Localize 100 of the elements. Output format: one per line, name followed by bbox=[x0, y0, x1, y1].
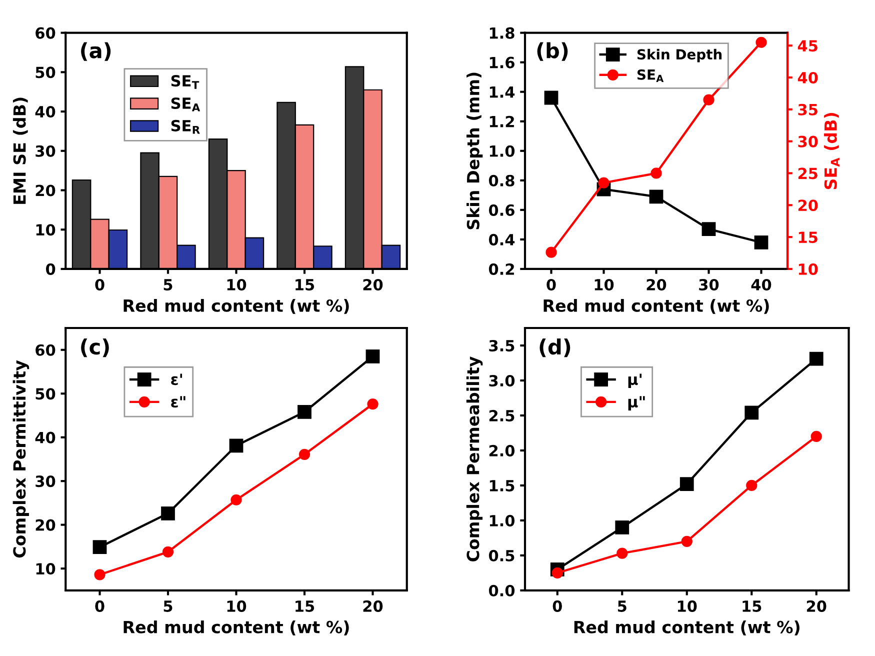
y-tick-label: 0.8 bbox=[488, 174, 514, 186]
y2-tick-label: 10 bbox=[798, 263, 818, 275]
y-tick-label: 3.5 bbox=[489, 340, 514, 352]
y-tick-label: 10 bbox=[36, 563, 56, 575]
y-tick-label: 30 bbox=[36, 476, 56, 488]
annotation: (a) bbox=[81, 42, 111, 61]
x-tick-label: 5 bbox=[618, 600, 626, 612]
legend-label: SE$_{R}$ bbox=[171, 120, 200, 134]
y2-tick-label: 35 bbox=[798, 104, 818, 116]
x-tick-label: 20 bbox=[363, 600, 383, 612]
y-tick-label: 2.0 bbox=[489, 444, 515, 456]
point bbox=[615, 520, 630, 534]
annotation: (c) bbox=[81, 338, 109, 358]
point bbox=[367, 398, 378, 410]
y-tick-label: 1.5 bbox=[490, 480, 514, 492]
y-tick-label: 40 bbox=[35, 106, 56, 118]
x-tick-label: 5 bbox=[164, 279, 172, 291]
y-tick-label: 2.5 bbox=[489, 410, 514, 422]
point bbox=[298, 405, 312, 419]
y-tick-label: 10 bbox=[36, 224, 56, 236]
x-tick-label: 0 bbox=[552, 600, 562, 612]
y-tick-label: 60 bbox=[36, 27, 56, 39]
point bbox=[162, 546, 174, 558]
y-tick-label: 30 bbox=[36, 145, 56, 157]
point bbox=[92, 540, 107, 554]
x-axis-title: Red mud content (wt %) bbox=[124, 299, 349, 314]
y-tick-label: 20 bbox=[36, 184, 56, 196]
annotation: (b) bbox=[537, 42, 568, 61]
point bbox=[756, 36, 767, 48]
y-tick-label: 3.0 bbox=[489, 374, 515, 386]
y-axis-title: Skin Depth (mm) bbox=[466, 72, 483, 230]
point bbox=[229, 438, 244, 453]
point bbox=[616, 548, 628, 559]
x-tick-label: 0 bbox=[546, 278, 556, 291]
y2-tick-label: 30 bbox=[798, 136, 818, 148]
x-tick-label: 0 bbox=[95, 278, 104, 291]
x-tick-label: 20 bbox=[646, 278, 666, 291]
point bbox=[650, 168, 662, 179]
x-tick-label: 10 bbox=[227, 600, 246, 612]
x-tick-label: 15 bbox=[296, 600, 314, 612]
y-tick-label: 0.2 bbox=[488, 263, 514, 275]
point bbox=[680, 477, 694, 491]
y-tick-label: 1.6 bbox=[490, 56, 514, 68]
y2-axis-title: SE$_{A}$ (dB) bbox=[824, 113, 840, 190]
point bbox=[94, 569, 106, 580]
point bbox=[702, 222, 716, 236]
point bbox=[544, 90, 558, 105]
y-tick-label: 0.6 bbox=[488, 204, 514, 216]
x-axis-title: Red mud content (wt %) bbox=[124, 620, 349, 636]
x-tick-label: 20 bbox=[806, 600, 826, 612]
legend-label: Skin Depth bbox=[637, 48, 722, 62]
y-tick-label: 0.4 bbox=[488, 234, 515, 246]
point bbox=[746, 480, 758, 491]
point bbox=[546, 246, 557, 258]
y-axis-title: EMI SE (dB) bbox=[12, 98, 28, 204]
legend-label: μ' bbox=[628, 374, 642, 388]
point bbox=[649, 190, 664, 204]
legend-label: μ" bbox=[628, 396, 645, 410]
x-tick-label: 0 bbox=[95, 600, 104, 612]
y-tick-label: 40 bbox=[35, 432, 56, 444]
y-tick-label: 50 bbox=[36, 388, 56, 400]
x-tick-label: 10 bbox=[678, 600, 697, 612]
x-tick-label: 10 bbox=[594, 278, 614, 291]
x-tick-label: 20 bbox=[363, 278, 383, 291]
legend-label: SE$_{A}$ bbox=[637, 69, 664, 82]
y2-tick-label: 40 bbox=[798, 72, 818, 84]
y-tick-label: 0.0 bbox=[488, 584, 515, 596]
point bbox=[754, 235, 768, 250]
y-tick-label: 50 bbox=[36, 66, 56, 78]
y2-tick-label: 20 bbox=[798, 200, 818, 212]
y-tick-label: 0.5 bbox=[488, 550, 514, 562]
point bbox=[298, 448, 310, 460]
y2-tick-label: 25 bbox=[798, 168, 818, 180]
x-axis-title: Red mud content (wt %) bbox=[574, 620, 800, 636]
y-tick-label: 20 bbox=[36, 519, 56, 531]
point bbox=[809, 352, 824, 366]
legend-label: ε" bbox=[171, 396, 186, 408]
x-tick-label: 30 bbox=[699, 278, 719, 291]
y-tick-label: 1.2 bbox=[490, 116, 514, 128]
annotation: (d) bbox=[540, 338, 570, 358]
x-tick-label: 15 bbox=[742, 600, 762, 612]
x-tick-label: 10 bbox=[227, 278, 246, 291]
x-tick-label: 15 bbox=[296, 279, 314, 291]
x-tick-label: 40 bbox=[751, 278, 772, 291]
point bbox=[230, 494, 242, 506]
point bbox=[552, 567, 563, 578]
y2-tick-label: 15 bbox=[798, 232, 818, 244]
point bbox=[681, 536, 692, 547]
point bbox=[810, 430, 822, 442]
point bbox=[161, 506, 175, 520]
y-tick-label: 1.4 bbox=[490, 86, 515, 98]
point bbox=[744, 406, 759, 420]
y-tick-label: 1.8 bbox=[490, 27, 514, 39]
y2-tick-label: 45 bbox=[798, 40, 818, 52]
legend-label: SE$_{A}$ bbox=[171, 97, 200, 112]
point bbox=[703, 94, 714, 106]
point bbox=[366, 349, 380, 364]
x-axis-title: Red mud content (wt %) bbox=[544, 299, 769, 314]
y-tick-label: 60 bbox=[36, 344, 56, 356]
x-tick-label: 5 bbox=[164, 600, 172, 612]
